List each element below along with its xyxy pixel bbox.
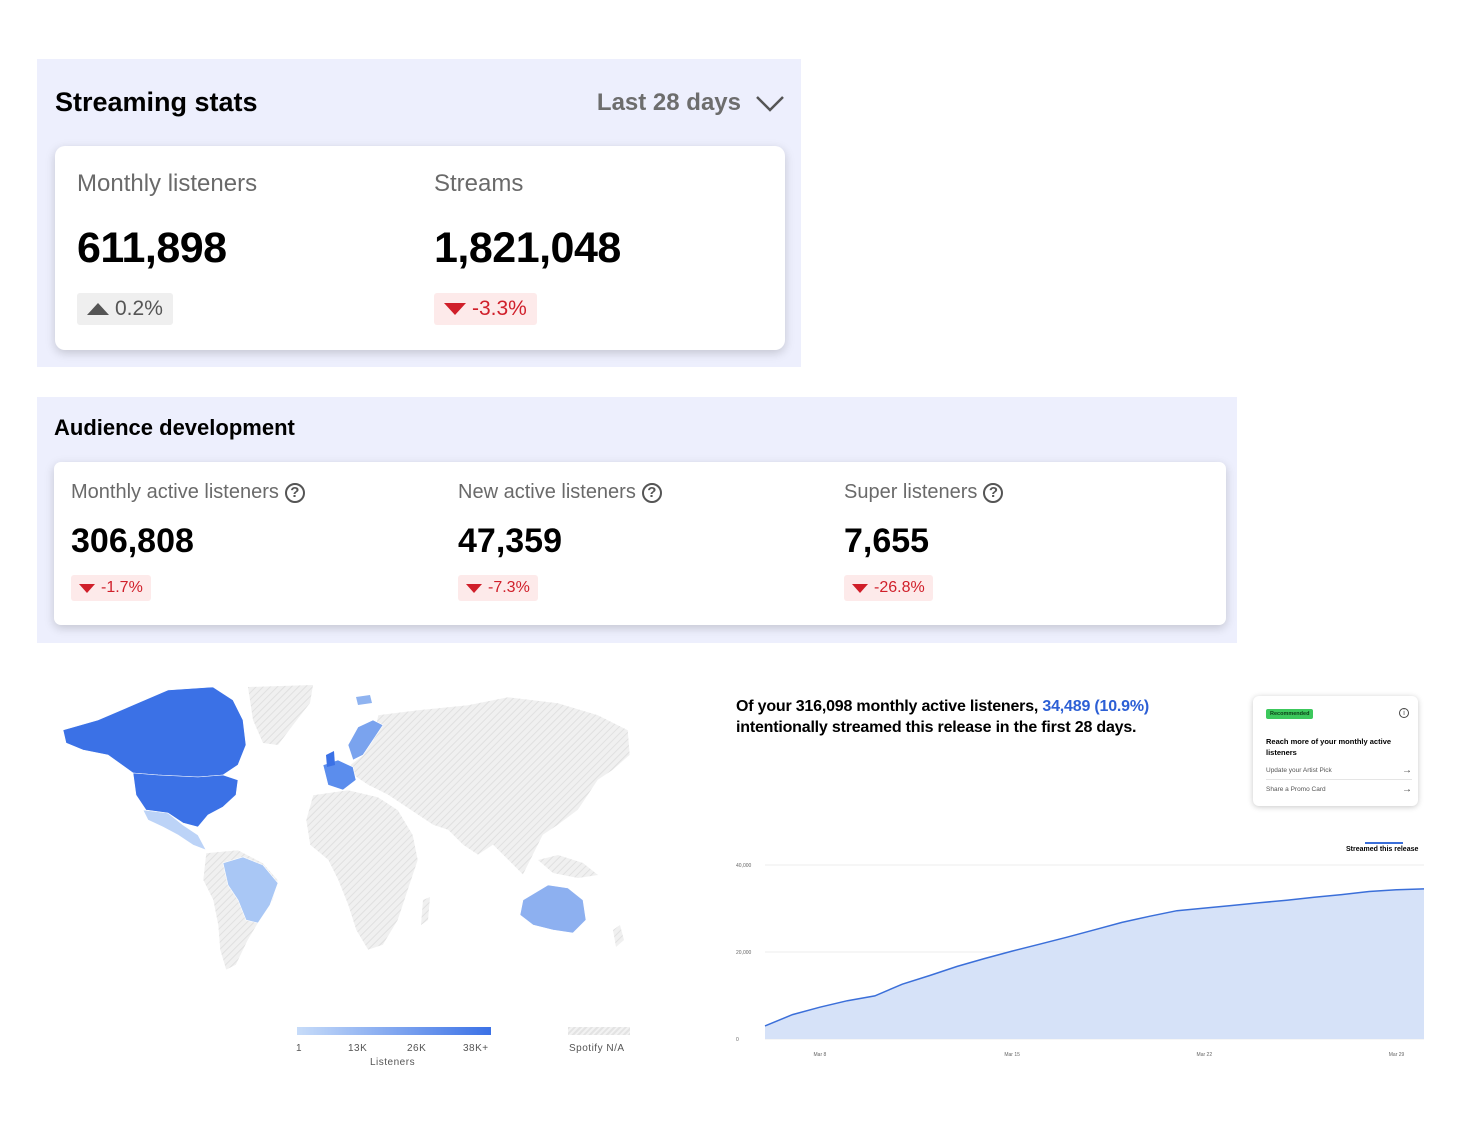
metric-label-text: New active listeners <box>458 481 636 503</box>
audience-development-panel: Audience development Monthly active list… <box>37 397 1237 643</box>
y-tick-label: 20,000 <box>736 950 752 956</box>
region-new-zealand[interactable] <box>613 925 624 947</box>
share-promo-card-link[interactable]: Share a Promo Card → <box>1266 781 1412 798</box>
change-value: -7.3% <box>488 579 530 596</box>
streaming-stats-panel: Streaming stats Last 28 days Monthly lis… <box>37 59 801 367</box>
metric-label-text: Monthly active listeners <box>71 481 279 503</box>
triangle-down-icon <box>79 583 95 593</box>
legend-tick: 13K <box>348 1043 368 1054</box>
legend-title: Listeners <box>370 1057 416 1068</box>
metric-label-text: Super listeners <box>844 481 978 503</box>
metric-label: New active listeners ? <box>458 481 662 504</box>
area-line <box>764 888 1425 1027</box>
release-area-chart[interactable]: 0 20,000 40,000 Mar 8 Mar 15 Mar 22 Mar 29 <box>736 685 1436 1075</box>
release-chart-section: Of your 316,098 monthly active listeners… <box>736 685 1436 1075</box>
update-artist-pick-link[interactable]: Update your Artist Pick → <box>1266 762 1412 780</box>
world-map[interactable] <box>38 685 633 975</box>
series-legend-label: Streamed this release <box>1346 846 1419 853</box>
region-iceland[interactable] <box>356 695 372 705</box>
region-greenland[interactable] <box>248 685 313 745</box>
region-scandinavia[interactable] <box>347 719 384 761</box>
arrow-right-icon: → <box>1402 784 1412 795</box>
metric-label: Streams <box>434 170 524 197</box>
metric-label: Monthly listeners <box>77 170 258 197</box>
region-southeast-asia[interactable] <box>538 855 598 878</box>
metric-label: Monthly active listeners ? <box>71 481 305 504</box>
audience-development-card: Monthly active listeners ? 306,808 -1.7%… <box>54 462 1226 625</box>
link-label: Update your Artist Pick <box>1266 767 1332 774</box>
period-label: Last 28 days <box>596 89 741 116</box>
series-legend: Streamed this release <box>1346 842 1419 853</box>
region-mexico[interactable] <box>142 809 207 851</box>
x-tick-label: Mar 8 <box>814 1052 827 1058</box>
streaming-stats-title: Streaming stats <box>55 87 258 117</box>
triangle-up-icon <box>87 303 109 315</box>
triangle-down-icon <box>444 303 466 315</box>
region-brazil[interactable] <box>222 856 279 924</box>
info-icon[interactable]: i <box>1399 708 1409 718</box>
region-australia[interactable] <box>519 884 587 934</box>
help-icon[interactable]: ? <box>983 482 1004 503</box>
na-label: Spotify N/A <box>569 1043 625 1054</box>
metric-value: 47,359 <box>458 522 562 560</box>
release-headline: Of your 316,098 monthly active listeners… <box>736 696 1149 738</box>
legend-tick: 1 <box>296 1043 303 1054</box>
link-label: Share a Promo Card <box>1266 786 1326 793</box>
area-fill <box>765 888 1424 1039</box>
period-dropdown[interactable]: Last 28 days <box>597 89 785 117</box>
change-value: -1.7% <box>101 579 143 596</box>
x-tick-label: Mar 15 <box>1004 1052 1020 1058</box>
recommended-tag: Recommended <box>1266 709 1314 719</box>
metric-value: 611,898 <box>77 224 227 272</box>
monthly-active-listeners-metric: Monthly active listeners ? 306,808 -1.7% <box>71 481 305 601</box>
change-badge: -7.3% <box>458 575 538 601</box>
series-swatch <box>1365 842 1403 844</box>
headline-suffix: intentionally streamed this release in t… <box>736 719 1137 736</box>
region-eurasia[interactable] <box>349 696 631 876</box>
x-tick-label: Mar 29 <box>1389 1052 1405 1058</box>
headline-prefix: Of your 316,098 monthly active listeners… <box>736 698 1039 715</box>
recommendation-title: Reach more of your monthly active listen… <box>1266 737 1392 757</box>
region-africa[interactable] <box>305 789 419 951</box>
recommendation-card: Recommended i Reach more of your monthly… <box>1253 696 1418 806</box>
map-legend: 1 13K 26K 38K+ Listeners Spotify N/A <box>296 1027 637 1077</box>
y-tick-label: 40,000 <box>736 863 752 869</box>
streams-metric: Streams 1,821,048 -3.3% <box>434 170 621 325</box>
metric-label: Super listeners ? <box>844 481 1004 504</box>
monthly-listeners-metric: Monthly listeners 611,898 0.2% <box>77 170 257 325</box>
help-icon[interactable]: ? <box>284 482 305 503</box>
x-tick-label: Mar 22 <box>1197 1052 1213 1058</box>
audience-development-title: Audience development <box>54 415 295 440</box>
help-icon[interactable]: ? <box>641 482 662 503</box>
region-madagascar[interactable] <box>421 897 430 925</box>
arrow-right-icon: → <box>1402 765 1412 776</box>
na-swatch <box>568 1027 630 1035</box>
super-listeners-metric: Super listeners ? 7,655 -26.8% <box>844 481 1004 601</box>
legend-tick: 38K+ <box>463 1043 489 1054</box>
triangle-down-icon <box>852 583 868 593</box>
change-badge: -26.8% <box>844 575 933 601</box>
y-tick-label: 0 <box>736 1037 739 1043</box>
region-canada[interactable] <box>62 686 247 778</box>
change-badge: 0.2% <box>77 293 173 325</box>
streaming-stats-card: Monthly listeners 611,898 0.2% Streams 1… <box>55 146 785 350</box>
legend-tick: 26K <box>407 1043 427 1054</box>
new-active-listeners-metric: New active listeners ? 47,359 -7.3% <box>458 481 662 601</box>
listeners-gradient-bar <box>297 1027 491 1035</box>
metric-value: 1,821,048 <box>434 224 621 272</box>
region-western-europe[interactable] <box>322 759 357 791</box>
region-usa[interactable] <box>132 772 239 828</box>
headline-highlight: 34,489 (10.9%) <box>1042 698 1150 715</box>
region-uk[interactable] <box>326 751 335 767</box>
change-value: -3.3% <box>472 297 527 320</box>
change-badge: -1.7% <box>71 575 151 601</box>
change-value: -26.8% <box>874 579 925 596</box>
chevron-down-icon <box>756 96 784 112</box>
triangle-down-icon <box>466 583 482 593</box>
metric-value: 306,808 <box>71 522 194 560</box>
metric-value: 7,655 <box>844 522 930 560</box>
change-badge: -3.3% <box>434 293 537 325</box>
change-value: 0.2% <box>115 297 163 320</box>
